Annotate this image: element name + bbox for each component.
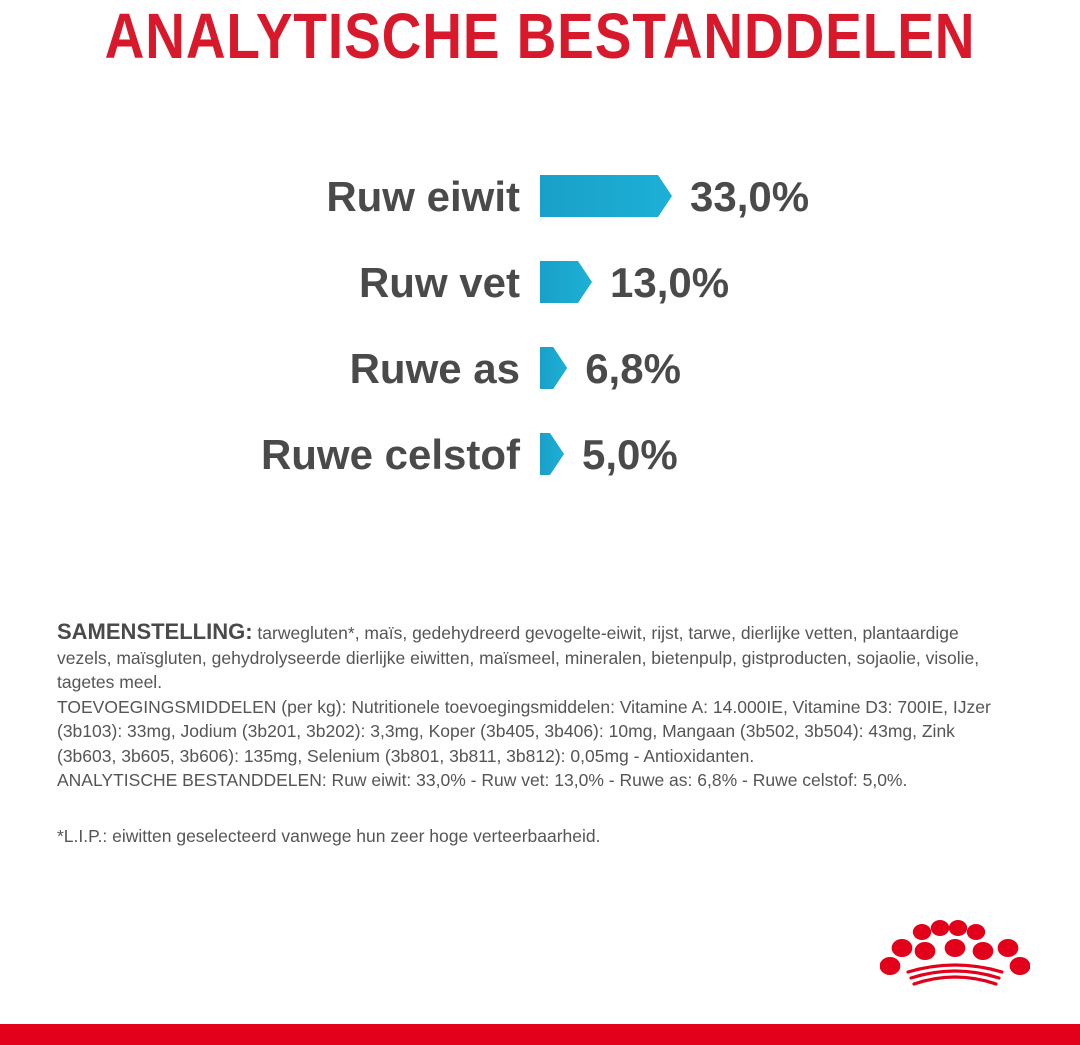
- value-label-2: 6,8%: [585, 345, 681, 392]
- bar-2: [540, 347, 568, 389]
- logo-arc-0: [906, 963, 1004, 974]
- nutrient-bar-chart: Ruw eiwit 33,0% Ruw vet 13,0% Ruwe as 6,8% Ruw…: [261, 173, 809, 478]
- royal-canin-crown-logo-icon: [880, 920, 1030, 986]
- logo-dot-10: [1009, 957, 1030, 975]
- footnote: *L.I.P.: eiwitten geselecteerd vanwege h…: [57, 826, 601, 846]
- logo-dot-2: [948, 920, 968, 936]
- bar-0: [540, 175, 672, 217]
- bar-label-1: Ruw vet: [359, 259, 520, 306]
- ingredients-paragraph: SAMENSTELLING: tarwegluten*, maïs, gedeh…: [57, 619, 1017, 695]
- bar-label-0: Ruw eiwit: [326, 173, 520, 220]
- bar-label-3: Ruwe celstof: [261, 431, 521, 478]
- bar-3: [540, 433, 564, 475]
- logo-dot-0: [912, 924, 932, 940]
- logo-dot-4: [891, 939, 913, 957]
- ingredients-text: tarwegluten*, maïs, gedehydreerd gevogel…: [57, 623, 980, 692]
- bottom-red-bar: [0, 1024, 1080, 1045]
- additives-paragraph: TOEVOEGINGSMIDDELEN (per kg): Nutritione…: [57, 696, 991, 766]
- logo-dot-6: [944, 939, 966, 957]
- logo-arc-2: [912, 975, 998, 986]
- composition-text: SAMENSTELLING: tarwegluten*, maïs, gedeh…: [57, 619, 1017, 793]
- logo-dot-1: [930, 920, 950, 936]
- page-title: ANALYTISCHE BESTANDDELEN: [104, 0, 976, 72]
- analytical-paragraph: ANALYTISCHE BESTANDDELEN: Ruw eiwit: 33,…: [57, 770, 908, 790]
- value-label-1: 13,0%: [610, 259, 729, 306]
- logo-dot-5: [914, 942, 936, 960]
- bar-1: [540, 261, 592, 303]
- logo-dot-3: [966, 924, 986, 940]
- logo-arc-1: [909, 969, 1001, 980]
- value-label-3: 5,0%: [582, 431, 678, 478]
- logo-dot-7: [972, 942, 994, 960]
- logo-dot-9: [880, 957, 901, 975]
- composition-lead: SAMENSTELLING:: [57, 619, 253, 644]
- value-label-0: 33,0%: [690, 173, 809, 220]
- logo-dot-8: [997, 939, 1019, 957]
- bar-label-2: Ruwe as: [350, 345, 520, 392]
